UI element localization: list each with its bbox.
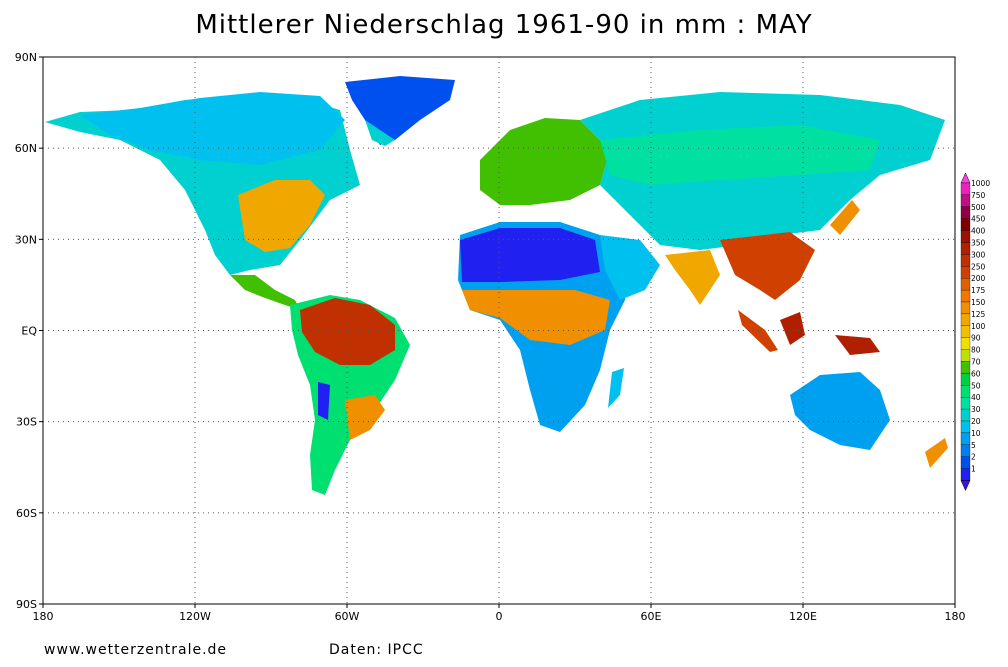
colorbar-swatch — [960, 242, 971, 255]
land-greenland-coast — [365, 120, 395, 146]
colorbar-label: 60 — [971, 369, 981, 378]
colorbar-swatch — [960, 373, 971, 386]
land-canada — [80, 92, 345, 165]
colorbar-label: 20 — [971, 417, 981, 426]
land-central-america — [230, 275, 300, 310]
colorbar-label: 150 — [971, 298, 986, 307]
land-new-zealand — [925, 438, 948, 468]
colorbar-swatch — [960, 182, 971, 196]
colorbar-label: 175 — [971, 286, 986, 295]
colorbar-swatch — [960, 408, 971, 422]
lat-tick-label: 90S — [16, 598, 37, 611]
lat-tick-label: 30N — [15, 233, 37, 246]
colorbar-swatch — [960, 254, 971, 267]
land-arabia — [600, 235, 660, 300]
lat-tick-label: 30S — [16, 416, 37, 429]
colorbar-swatch — [960, 313, 971, 326]
colorbar-swatch — [960, 325, 971, 338]
lon-tick-label: 120E — [789, 610, 817, 623]
land-australia — [790, 372, 890, 450]
colorbar-top-arrow — [960, 172, 971, 184]
land-south-brazil — [345, 395, 385, 440]
land-eastern-us — [238, 180, 325, 252]
colorbar-label: 2 — [971, 453, 976, 462]
lon-tick-label: 180 — [945, 610, 966, 623]
lat-tick-label: EQ — [21, 325, 37, 338]
colorbar-swatch — [960, 420, 971, 434]
colorbar-bottom-arrow — [960, 480, 971, 492]
colorbar-label: 500 — [971, 203, 986, 212]
footer-website: www.wetterzentrale.de — [44, 642, 228, 658]
map-title: Mittlerer Niederschlag 1961-90 in mm : M… — [195, 10, 813, 40]
colorbar-label: 100 — [971, 322, 986, 331]
colorbar-swatch — [960, 194, 971, 207]
land-sahara — [460, 228, 600, 282]
lon-tick-label: 180 — [33, 610, 54, 623]
colorbar-swatch — [960, 278, 971, 291]
colorbar-swatch — [960, 301, 971, 315]
land-atacama — [318, 382, 330, 420]
land-central-africa — [462, 290, 610, 345]
colorbar-label: 90 — [971, 334, 981, 343]
land-amazon — [300, 298, 395, 365]
land-new-guinea — [835, 335, 880, 355]
colorbar-label: 5 — [971, 441, 976, 450]
colorbar-swatch — [960, 397, 971, 410]
colorbar-swatch — [960, 361, 971, 374]
land-india — [665, 250, 720, 305]
colorbar-label: 200 — [971, 274, 986, 283]
colorbar-label: 350 — [971, 239, 986, 248]
lon-tick-label: 0 — [496, 610, 503, 623]
colorbar-swatch — [960, 230, 971, 243]
colorbar-label: 30 — [971, 405, 981, 414]
footer-source: Daten: IPCC — [329, 642, 424, 658]
lon-tick-label: 60E — [641, 610, 662, 623]
colorbar-swatch — [960, 456, 971, 469]
colorbar-swatch — [960, 218, 971, 231]
colorbar-swatch — [960, 337, 971, 350]
lat-tick-label: 90N — [15, 51, 37, 64]
land-siberia — [600, 125, 880, 185]
colorbar-label: 250 — [971, 262, 986, 271]
colorbar-label: 1 — [971, 465, 976, 474]
land-europe — [480, 118, 610, 205]
colorbar-label: 125 — [971, 310, 986, 319]
colorbar-swatch — [960, 266, 971, 279]
colorbar-swatch — [960, 289, 971, 303]
colorbar-label: 40 — [971, 393, 981, 402]
land-southeast-asia — [720, 232, 815, 300]
colorbar-label: 80 — [971, 346, 981, 355]
colorbar-label: 10 — [971, 429, 981, 438]
colorbar-swatch — [960, 432, 971, 445]
land-borneo — [780, 312, 805, 345]
colorbar-label: 450 — [971, 215, 986, 224]
lat-tick-label: 60S — [16, 507, 37, 520]
land-madagascar — [608, 368, 624, 408]
land-greenland — [345, 76, 455, 145]
colorbar: 1000750500450400350300250200175150125100… — [960, 172, 990, 492]
lon-tick-label: 120W — [179, 610, 211, 623]
colorbar-label: 400 — [971, 227, 986, 236]
lon-tick-label: 60W — [335, 610, 360, 623]
colorbar-swatch — [960, 385, 971, 398]
colorbar-swatch — [960, 349, 971, 362]
lat-tick-label: 60N — [15, 142, 37, 155]
colorbar-label: 1000 — [971, 179, 990, 188]
colorbar-label: 750 — [971, 191, 986, 200]
colorbar-swatch — [960, 468, 971, 481]
colorbar-swatch — [960, 444, 971, 457]
colorbar-label: 50 — [971, 381, 981, 390]
land-japan — [830, 200, 860, 235]
colorbar-label: 70 — [971, 358, 981, 367]
colorbar-swatch — [960, 206, 971, 219]
land-masses — [45, 76, 948, 495]
colorbar-label: 300 — [971, 250, 986, 259]
graticule — [43, 57, 955, 604]
